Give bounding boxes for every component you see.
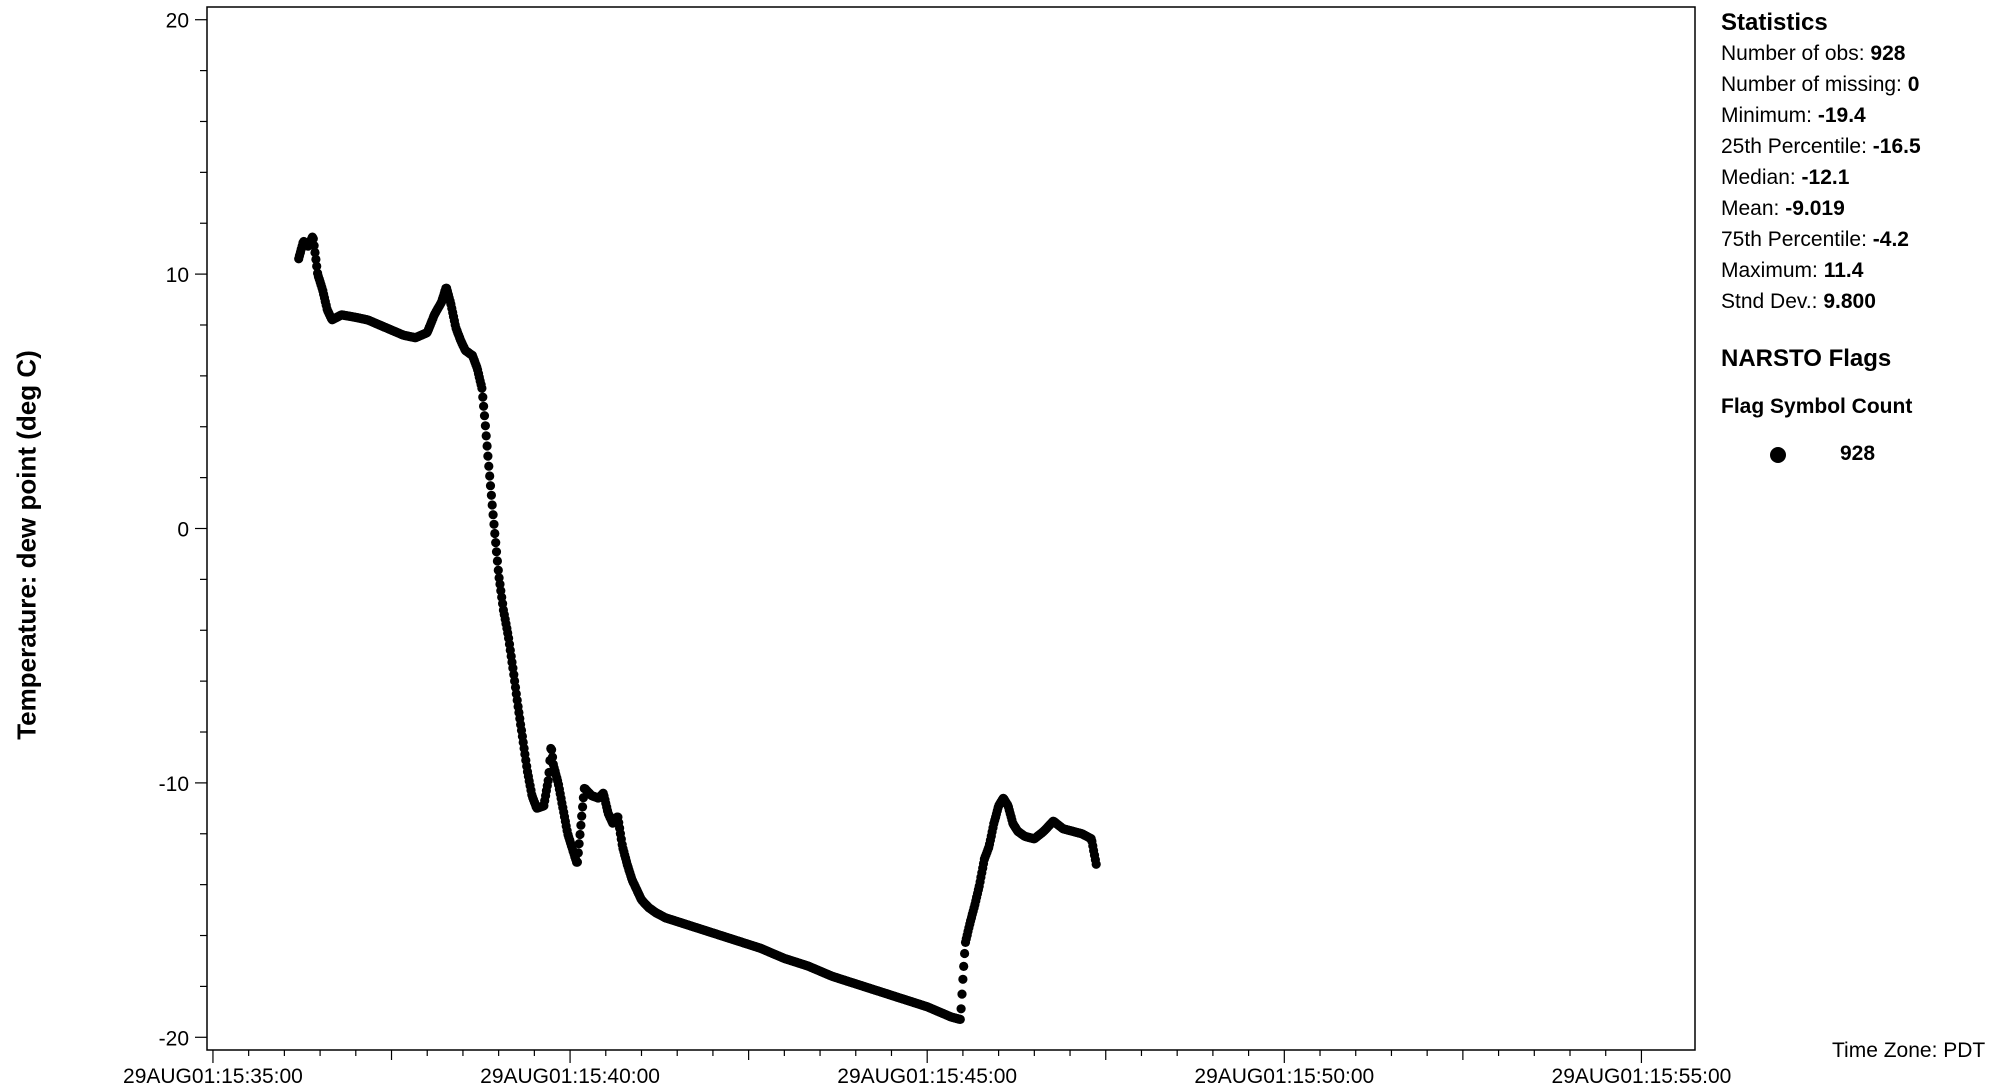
statistic-label: Minimum:: [1721, 104, 1818, 127]
flag-symbol-icon: [1770, 447, 1786, 463]
statistics-rows: Number of obs: 928 Number of missing: 0 Mi…: [1721, 38, 1921, 317]
statistic-label: Stnd Dev.:: [1721, 290, 1824, 313]
data-point: [960, 948, 970, 959]
statistic-row: Stnd Dev.: 9.800: [1721, 286, 1921, 317]
statistic-row: 25th Percentile: -16.5: [1721, 131, 1921, 162]
data-point: [490, 528, 500, 539]
data-point: [486, 490, 496, 500]
data-point: [958, 974, 968, 984]
statistic-value: 11.4: [1823, 259, 1864, 282]
statistic-row: Number of missing: 0: [1721, 69, 1921, 100]
statistic-label: 75th Percentile:: [1721, 228, 1873, 251]
data-point: [575, 829, 585, 840]
data-point: [576, 820, 586, 830]
y-tick-label: 20: [166, 10, 189, 33]
data-point: [573, 848, 583, 858]
statistic-row: Maximum: 11.4: [1721, 255, 1921, 286]
statistic-value: 9.800: [1823, 290, 1876, 313]
data-point: [572, 857, 583, 867]
data-point: [485, 481, 496, 491]
statistic-value: 928: [1870, 42, 1906, 65]
data-point: [955, 1014, 965, 1024]
statistic-row: Number of obs: 928: [1721, 38, 1921, 69]
statistic-label: Median:: [1721, 166, 1802, 189]
data-point: [578, 802, 588, 812]
data-point: [574, 839, 584, 849]
data-point: [484, 461, 494, 471]
statistic-value: -9.019: [1785, 197, 1845, 220]
statistics-panel: Statistics Number of obs: 928 Number of m…: [1721, 8, 1921, 317]
data-point: [478, 392, 488, 402]
data-point: [956, 1004, 966, 1014]
statistic-row: Median: -12.1: [1721, 162, 1921, 193]
data-point: [309, 241, 319, 251]
data-point: [488, 510, 498, 520]
statistic-value: -12.1: [1801, 166, 1850, 189]
flag-columns-label: Flag Symbol Count: [1721, 395, 1913, 418]
flag-count: 928: [1840, 442, 1876, 465]
x-axis: 29AUG01:15:35:00 29AUG01:15:40:00 29AUG01:…: [123, 1050, 1731, 1088]
data-point: [483, 451, 493, 461]
data-point: [481, 431, 491, 441]
flags-heading: NARSTO Flags: [1721, 345, 1892, 372]
data-point: [493, 565, 503, 575]
data-point: [482, 441, 492, 451]
statistic-label: 25th Percentile:: [1721, 135, 1873, 158]
statistic-label: Number of missing:: [1721, 73, 1908, 96]
x-tick-label: 29AUG01:15:45:00: [837, 1065, 1017, 1088]
data-point: [480, 421, 490, 431]
statistic-value: -4.2: [1872, 228, 1909, 251]
data-point: [491, 538, 501, 548]
data-point: [489, 519, 499, 529]
data-point: [547, 745, 557, 755]
statistic-row: 75th Percentile: -4.2: [1721, 224, 1921, 255]
data-point: [491, 547, 502, 557]
data-point: [492, 556, 502, 566]
statistic-row: Minimum: -19.4: [1721, 100, 1921, 131]
y-tick-label: 0: [177, 519, 189, 542]
y-tick-label: -20: [159, 1027, 189, 1050]
statistic-label: Mean:: [1721, 197, 1786, 220]
data-point: [1091, 859, 1101, 869]
x-tick-label: 29AUG01:15:35:00: [123, 1065, 303, 1088]
data-point: [543, 776, 553, 786]
y-axis-label: Temperature: dew point (deg C): [11, 350, 42, 740]
y-tick-label: -10: [159, 773, 189, 796]
x-tick-label: 29AUG01:15:40:00: [480, 1065, 660, 1088]
data-point: [487, 500, 497, 510]
data-point: [479, 411, 490, 421]
data-point: [547, 752, 558, 762]
data-point: [310, 247, 320, 258]
y-tick-label: 10: [166, 264, 189, 287]
data-point: [308, 234, 318, 244]
x-tick-label: 29AUG01:15:50:00: [1194, 1065, 1374, 1088]
statistic-label: Maximum:: [1721, 259, 1824, 282]
data-point: [957, 989, 967, 999]
statistic-value: 0: [1907, 73, 1920, 96]
timezone-label: Time Zone: PDT: [1832, 1039, 1986, 1062]
data-point: [959, 961, 969, 972]
data-point: [312, 261, 322, 271]
y-axis: -20 -10 0 10 20: [159, 10, 207, 1050]
data-points: [294, 232, 1101, 1024]
x-tick-label: 29AUG01:15:55:00: [1552, 1065, 1732, 1088]
statistic-value: -16.5: [1872, 135, 1921, 158]
statistic-row: Mean: -9.019: [1721, 193, 1921, 224]
plot-frame: [206, 6, 1696, 1051]
data-point: [485, 471, 495, 481]
statistics-heading: Statistics: [1721, 9, 1828, 36]
statistic-label: Number of obs:: [1721, 42, 1871, 65]
data-point: [477, 383, 487, 393]
data-point: [479, 401, 489, 411]
data-point: [311, 254, 321, 264]
statistic-value: -19.4: [1817, 104, 1866, 127]
data-point: [577, 811, 587, 821]
